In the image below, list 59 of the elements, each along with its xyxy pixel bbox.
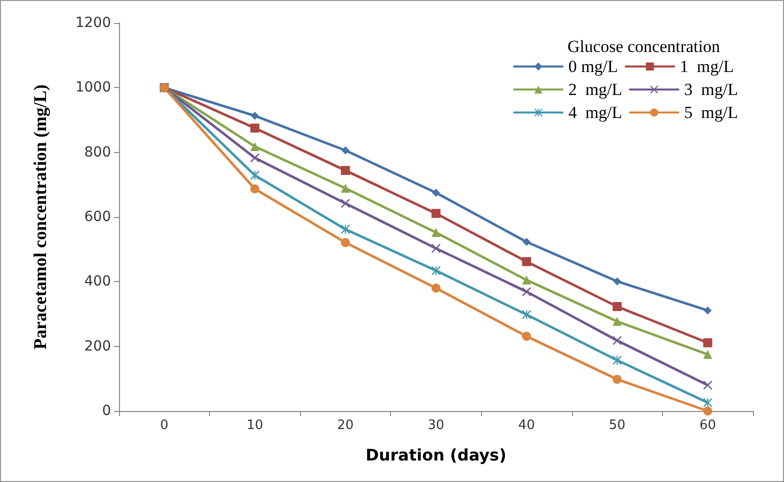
y-tick-label: 400 — [84, 274, 111, 290]
y-tick-label: 1200 — [75, 15, 111, 31]
y-tick-label: 600 — [84, 209, 111, 225]
point — [250, 184, 260, 194]
point — [612, 302, 622, 312]
y-tick-label: 800 — [84, 144, 111, 160]
x-tick-label: 30 — [428, 418, 444, 433]
y-axis-title: Paracetamol concentration (mg/L) — [30, 84, 50, 350]
x-tick-label: 60 — [699, 418, 716, 433]
point — [340, 184, 350, 193]
point — [432, 266, 440, 276]
point — [432, 284, 440, 293]
point — [250, 124, 260, 133]
y-tick-label: 0 — [102, 403, 111, 419]
point — [703, 350, 712, 359]
point — [612, 316, 622, 326]
point — [250, 153, 260, 162]
point — [340, 238, 350, 248]
y-tick-label: 200 — [84, 338, 111, 354]
point — [612, 374, 622, 384]
point — [522, 332, 532, 341]
x-tick-label: 20 — [337, 418, 354, 433]
legend-label: 3 mg/L — [684, 80, 738, 99]
point — [703, 398, 712, 408]
point — [522, 257, 532, 266]
point — [703, 406, 712, 416]
legend-label: 1 mg/L — [680, 57, 734, 76]
point — [432, 228, 440, 238]
x-tick-label: 0 — [160, 418, 168, 433]
point — [704, 306, 712, 314]
point — [703, 338, 712, 348]
point — [432, 208, 440, 218]
x-tick-label: 10 — [246, 418, 264, 433]
y-tick-label: 1000 — [75, 80, 111, 96]
point — [432, 244, 440, 253]
point — [341, 146, 350, 154]
point — [250, 170, 260, 180]
point — [522, 238, 531, 246]
point — [432, 188, 440, 197]
point — [613, 277, 622, 286]
legend-title: Glucose concentration — [568, 37, 720, 56]
point — [250, 112, 259, 120]
point — [522, 287, 532, 296]
legend-label: 2 mg/L — [568, 80, 622, 99]
x-tick-label: 50 — [608, 418, 626, 433]
point — [522, 310, 532, 320]
point — [250, 142, 260, 152]
point — [340, 198, 350, 208]
legend-label: 0 mg/L — [568, 57, 618, 76]
x-axis-title: Duration (days) — [366, 446, 506, 464]
point — [340, 166, 350, 175]
point — [340, 224, 350, 234]
point — [522, 276, 532, 285]
point — [703, 380, 712, 390]
legend-label: 4 mg/L — [568, 103, 622, 122]
point — [612, 356, 622, 365]
point — [612, 336, 622, 346]
x-tick-label: 40 — [518, 418, 535, 433]
legend-label: 5 mg/L — [684, 103, 738, 122]
